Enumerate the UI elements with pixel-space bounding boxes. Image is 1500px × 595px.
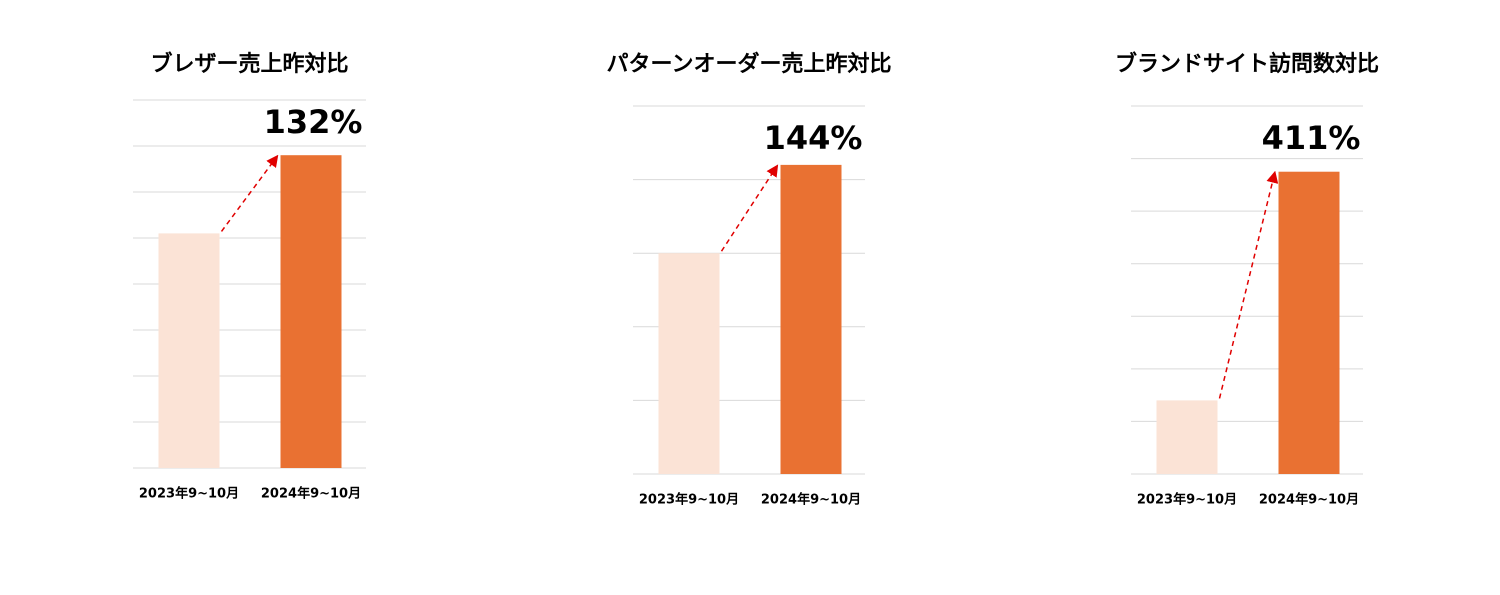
chart-title: パターンオーダー売上昨対比: [607, 51, 892, 77]
trend-arrow: [220, 154, 279, 232]
annotation: 411%: [1262, 119, 1361, 157]
x-tick-label: 2024年9~10月: [761, 492, 861, 508]
x-tick-label: 2023年9~10月: [639, 492, 739, 508]
bar: [658, 253, 720, 474]
x-tick-label: 2024年9~10月: [1259, 492, 1359, 508]
trend-arrow: [1218, 170, 1279, 399]
annotation: 144%: [764, 119, 863, 157]
x-tick-label: 2023年9~10月: [1137, 492, 1237, 508]
bar: [280, 155, 342, 468]
bar: [1156, 400, 1218, 474]
trend-arrow: [720, 164, 779, 252]
bar: [1278, 171, 1340, 474]
bar: [158, 233, 220, 468]
annotation: 132%: [264, 103, 363, 141]
x-tick-label: 2024年9~10月: [261, 486, 361, 502]
chart-title: ブレザー売上昨対比: [150, 51, 348, 77]
chart-title: ブランドサイト訪問数対比: [1115, 51, 1379, 77]
x-tick-label: 2023年9~10月: [139, 486, 239, 502]
bar: [780, 164, 842, 474]
